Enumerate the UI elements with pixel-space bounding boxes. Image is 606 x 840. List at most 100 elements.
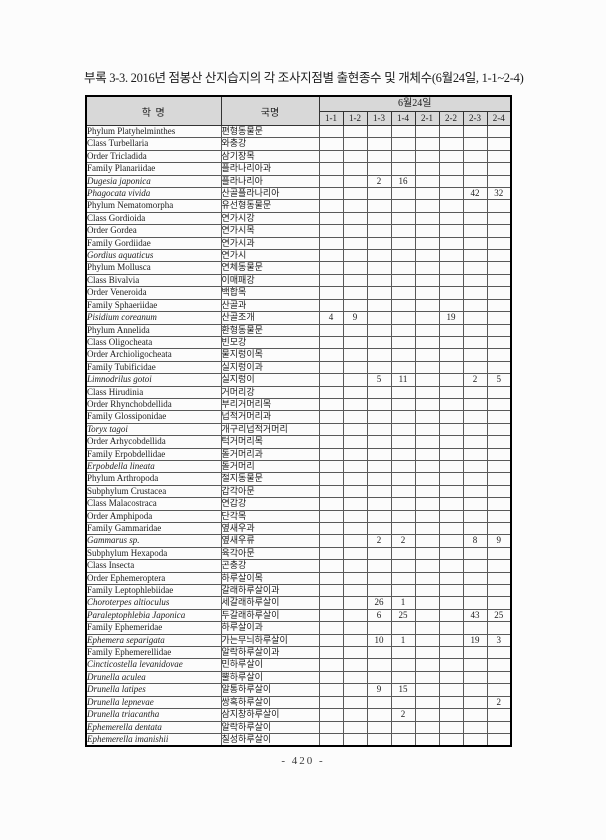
count-cell — [438, 646, 464, 660]
count-cell — [438, 335, 464, 350]
count-cell — [390, 187, 416, 201]
column-header-date: 6월24일 — [318, 95, 512, 112]
count-cell — [462, 273, 488, 288]
korean-name-cell: 갈래하루살이과 — [220, 584, 320, 598]
count-cell — [486, 298, 512, 313]
table-row: Order Veneroida 백합목 — [85, 286, 512, 300]
count-cell — [486, 273, 512, 288]
count-cell: 26 — [366, 596, 392, 610]
count-cell — [438, 410, 464, 424]
count-cell — [366, 261, 392, 275]
count-cell — [318, 621, 344, 635]
scientific-name-cell: Drunella triacantha — [85, 708, 222, 722]
count-cell — [438, 447, 464, 461]
count-cell — [486, 422, 512, 437]
count-cell — [342, 298, 368, 313]
count-cell — [462, 261, 488, 275]
count-cell — [390, 447, 416, 461]
count-cell — [318, 447, 344, 461]
scientific-name-cell: Order Ephemeroptera — [85, 571, 222, 586]
count-cell — [342, 670, 368, 685]
count-cell — [366, 137, 392, 151]
count-cell — [486, 596, 512, 610]
table-row: Family Sphaeriidae 산골과 — [85, 298, 512, 313]
table-row: Family Tubificidae 실지렁이과 — [85, 360, 512, 375]
count-cell — [342, 447, 368, 461]
scientific-name-cell: Class Bivalvia — [85, 273, 222, 288]
count-cell — [414, 621, 440, 635]
count-cell — [342, 348, 368, 362]
count-cell — [342, 236, 368, 251]
korean-name-cell: 연체동물문 — [220, 261, 320, 275]
korean-name-cell: 돌거머리과 — [220, 447, 320, 461]
count-cell — [414, 596, 440, 610]
count-cell — [414, 646, 440, 660]
korean-name-cell: 칠성하루살이 — [220, 732, 320, 747]
count-cell — [462, 162, 488, 176]
korean-name-cell: 갑각아문 — [220, 484, 320, 499]
count-cell — [414, 373, 440, 387]
count-cell — [366, 187, 392, 201]
count-cell — [486, 732, 512, 747]
count-cell — [414, 236, 440, 251]
count-cell — [318, 484, 344, 499]
count-cell — [462, 484, 488, 499]
table-row: Phylum Mollusca 연체동물문 — [85, 261, 512, 275]
korean-name-cell: 연갑강 — [220, 497, 320, 511]
count-cell — [342, 720, 368, 734]
count-cell — [486, 410, 512, 424]
count-cell — [414, 708, 440, 722]
count-cell — [366, 311, 392, 325]
count-cell — [342, 187, 368, 201]
table-header: 학 명 국명 6월24일 1-1 1-2 1-3 1-4 2-1 2-2 2-3… — [85, 95, 512, 126]
count-cell — [462, 521, 488, 536]
scientific-name-cell: Class Turbellaria — [85, 137, 222, 151]
count-cell — [462, 584, 488, 598]
count-cell — [390, 298, 416, 313]
count-cell — [438, 149, 464, 164]
korean-name-cell: 쌍혹하루살이 — [220, 695, 320, 710]
count-cell — [438, 584, 464, 598]
count-cell — [486, 658, 512, 672]
count-cell — [414, 584, 440, 598]
table-row: Order Tricladida 삼기장목 — [85, 149, 512, 164]
count-cell — [438, 124, 464, 139]
table-row: Family Gammaridae 옆새우과 — [85, 521, 512, 536]
count-cell — [390, 261, 416, 275]
count-cell — [486, 559, 512, 573]
count-cell — [366, 124, 392, 139]
count-cell — [486, 124, 512, 139]
count-cell — [342, 435, 368, 449]
korean-name-cell: 세갈래하루살이 — [220, 596, 320, 610]
count-cell — [390, 658, 416, 672]
table-row: Drunella latipes 알통하루살이 9 15 — [85, 683, 512, 697]
count-cell: 42 — [462, 187, 488, 201]
count-cell — [462, 658, 488, 672]
count-cell — [414, 311, 440, 325]
count-cell — [438, 732, 464, 747]
table-row: Order Arhycobdellida 턱거머리목 — [85, 435, 512, 449]
count-cell — [390, 459, 416, 474]
count-cell — [438, 360, 464, 375]
count-cell — [486, 348, 512, 362]
scientific-name-cell: Choroterpes altioculus — [85, 596, 222, 610]
page-title: 부록 3-3. 2016년 점봉산 산지습지의 각 조사지점별 출현종수 및 개… — [84, 71, 524, 85]
korean-name-cell: 두갈래하루살이 — [220, 608, 320, 623]
table-row: Order Rhynchobdellida 부리거머리목 — [85, 397, 512, 412]
korean-name-cell: 플라나리아 — [220, 174, 320, 189]
scientific-name-cell: Subphylum Crustacea — [85, 484, 222, 499]
count-cell — [438, 534, 464, 548]
count-cell — [390, 335, 416, 350]
count-cell — [414, 187, 440, 201]
count-cell — [366, 571, 392, 586]
count-cell — [462, 249, 488, 263]
count-cell — [318, 559, 344, 573]
count-cell — [438, 348, 464, 362]
count-cell — [318, 410, 344, 424]
scientific-name-cell: Ephemera separigata — [85, 633, 222, 648]
table-row: Paraleptophlebia Japonica 두갈래하루살이 6 25 43 25 — [85, 608, 512, 623]
count-cell — [462, 459, 488, 474]
scientific-name-cell: Phylum Nematomorpha — [85, 199, 222, 213]
count-cell — [390, 484, 416, 499]
count-cell — [414, 484, 440, 499]
